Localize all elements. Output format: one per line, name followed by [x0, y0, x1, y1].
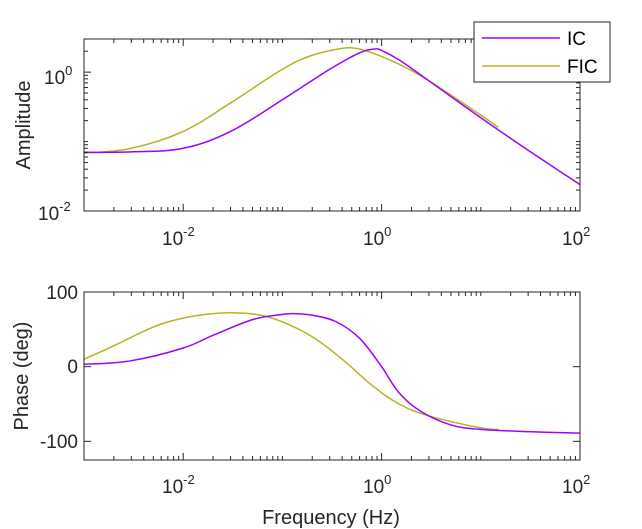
amplitude-xtick-label-10-2: 10-2	[162, 224, 195, 250]
phase-series-ic	[83, 312, 581, 434]
phase-xtick-label-10-2: 10-2	[162, 472, 195, 498]
amplitude-ylabel: Amplitude	[13, 81, 35, 170]
phase-xtick-label-102: 102	[562, 472, 590, 498]
phase-major-ticks	[84, 291, 581, 460]
legend-box	[473, 21, 611, 83]
phase-line-ic	[83, 312, 581, 434]
phase-ytick-label-neg100: -100	[40, 432, 78, 453]
amplitude-series-ic	[83, 48, 581, 186]
phase-series-fic	[83, 312, 499, 431]
phase-xlabel: Frequency (Hz)	[262, 507, 400, 529]
amplitude-line-ic	[83, 48, 581, 186]
amplitude-line-fic	[83, 46, 499, 154]
amplitude-series-fic	[83, 46, 499, 154]
amplitude-panel: 10-2 100 10-2 100 102 Amplitude	[13, 38, 590, 250]
amplitude-ytick-label-100: 100	[44, 63, 72, 89]
phase-ylabel: Phase (deg)	[11, 322, 33, 431]
phase-axes-box	[83, 291, 581, 461]
amplitude-xtick-label-100: 100	[363, 224, 391, 250]
phase-xtick-label-100: 100	[363, 472, 391, 498]
phase-panel: 100 0 -100 10-2 100 102 Phase (deg) Freq…	[11, 283, 590, 529]
phase-minor-ticks	[83, 292, 576, 460]
legend-label-ic: IC	[567, 29, 586, 50]
amplitude-xtick-label-102: 102	[562, 224, 590, 250]
amplitude-ytick-label-10-2: 10-2	[38, 199, 71, 225]
legend-label-fic: FIC	[567, 57, 598, 78]
phase-ytick-label-100: 100	[46, 283, 78, 304]
legend: IC FIC	[473, 21, 611, 83]
amplitude-axes-box	[83, 38, 581, 212]
phase-ytick-label-0: 0	[67, 357, 78, 378]
phase-line-fic	[83, 312, 499, 431]
